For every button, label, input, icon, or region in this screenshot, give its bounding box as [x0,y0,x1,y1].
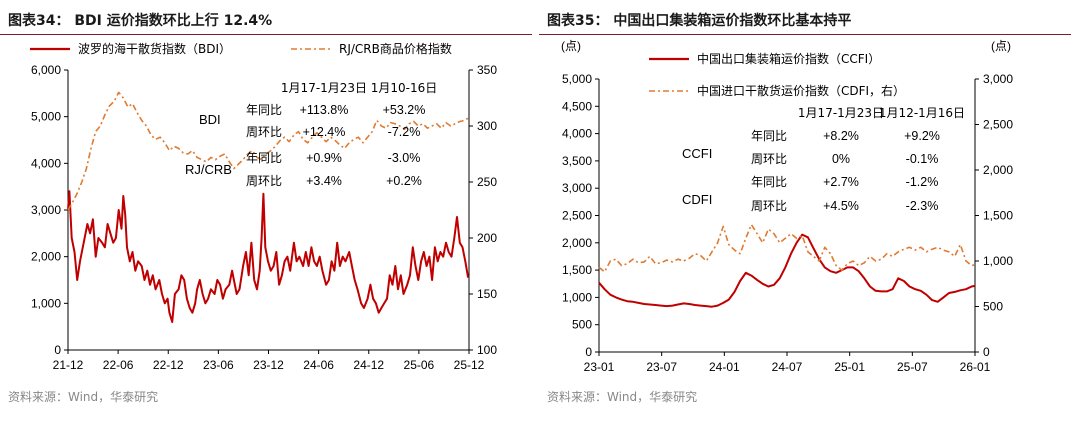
table-value: +3.4% [306,174,342,188]
table-value: +9.2% [904,129,940,143]
table-value: -2.3% [906,199,939,213]
table-row-label: 年同比 [751,175,787,189]
legend-label: RJ/CRB商品价格指数 [339,41,452,56]
y-tick-label-right: 300 [477,119,497,133]
table-value: +0.2% [386,174,422,188]
y-tick-label-right: 200 [477,231,497,245]
x-tick-label: 24-12 [353,358,384,372]
table-row-label: 年同比 [246,151,282,165]
x-tick-label: 24-07 [772,360,803,374]
table-header: 1月10-16日 [371,81,438,95]
y-tick-label-right: 500 [983,300,1003,314]
y-tick-label-right: 0 [983,345,990,359]
series-line-primary [598,233,976,308]
x-tick-label: 23-12 [253,358,284,372]
legend-label: 中国进口干散货运价指数（CDFI，右） [697,83,905,98]
series-annotation: CDFI [682,192,712,207]
y-tick-label-left: 2,000 [562,236,592,250]
table-header: 1月12-1月16日 [879,106,965,120]
table-value: -1.2% [906,175,939,189]
y-tick-label-left: 2,000 [31,250,61,264]
y-tick-label-right: 1,500 [983,209,1013,223]
chart-title: 图表34： BDI 运价指数环比上行 12.4% [8,13,273,29]
y-tick-label-right: 3,000 [983,72,1013,86]
table-header: 1月17-1月23日 [281,81,367,95]
y-tick-label-left: 5,000 [31,110,61,124]
bdi-chart: 0 1,000 2,000 3,000 4,000 5,000 6,000 100 150 200… [30,41,497,372]
y-tick-label-right: 100 [477,343,497,357]
y-tick-label-left: 0 [585,345,592,359]
table-value: +12.4% [303,125,346,139]
x-tick-label: 21-12 [53,358,84,372]
chart-title: 图表35： 中国出口集装箱运价指数环比基本持平 [547,13,852,29]
ccfi-chart: (点) (点) 0 500 1,000 1,500 2,000 2,500 3,000 3,500… [561,39,1013,374]
x-tick-label: 23-01 [584,360,615,374]
y-tick-label-left: 1,500 [562,263,592,277]
chart-panel-bdi: 图表34： BDI 运价指数环比上行 12.4% 0 1,000 2,000 3,00… [0,0,532,424]
table-value: +2.7% [823,175,859,189]
x-tick-label: 24-01 [709,360,740,374]
source-note: 资料来源：Wind，华泰研究 [8,390,159,404]
y-tick-label-right: 2,500 [983,118,1013,132]
x-tick-label: 22-12 [153,358,184,372]
x-tick-label: 24-06 [303,358,334,372]
y-unit-left: (点) [561,39,581,53]
series-line-primary [67,190,470,323]
y-tick-label-left: 1,000 [31,296,61,310]
x-tick-label: 26-01 [960,360,991,374]
table-row-label: 周环比 [751,199,787,213]
table-row-label: 周环比 [246,174,282,188]
table-row-label: 年同比 [246,103,282,117]
y-tick-label-right: 2,000 [983,163,1013,177]
x-tick-label: 25-12 [454,358,485,372]
y-tick-label-left: 4,000 [31,156,61,170]
table-value: +8.2% [823,129,859,143]
y-tick-label-left: 3,000 [31,203,61,217]
table-value: +53.2% [383,103,426,117]
x-tick-label: 25-06 [404,358,435,372]
table-row-label: 周环比 [751,152,787,166]
table-value: -0.1% [906,152,939,166]
y-tick-label-left: 500 [572,318,592,332]
table-value: -3.0% [388,151,421,165]
table-value: +113.8% [300,103,349,117]
table-row-label: 年同比 [751,129,787,143]
chart-panel-ccfi: 图表35： 中国出口集装箱运价指数环比基本持平 (点) (点) 0 500 1,000 1… [539,0,1071,424]
table-header: 1月17-1月23日 [798,106,884,120]
table-value: -7.2% [388,125,421,139]
legend-label: 波罗的海干散货指数（BDI） [78,41,231,56]
x-tick-label: 23-07 [646,360,677,374]
x-tick-label: 25-01 [834,360,865,374]
y-tick-label-left: 3,500 [562,154,592,168]
series-annotation: CCFI [682,146,712,161]
y-tick-label-left: 0 [54,343,61,357]
y-tick-label-right: 350 [477,63,497,77]
x-tick-label: 23-06 [203,358,234,372]
y-tick-label-left: 5,000 [562,72,592,86]
y-tick-label-left: 2,500 [562,209,592,223]
y-unit-right: (点) [991,39,1011,53]
title-rule [0,34,532,35]
series-line-secondary [67,91,469,211]
source-note: 资料来源：Wind，华泰研究 [547,390,698,404]
table-value: +4.5% [823,199,859,213]
y-tick-label-right: 150 [477,287,497,301]
title-rule [539,34,1071,35]
x-tick-label: 25-07 [897,360,928,374]
legend-label: 中国出口集装箱运价指数（CCFI） [697,51,880,66]
y-tick-label-right: 1,000 [983,254,1013,268]
table-row-label: 周环比 [246,125,282,139]
y-tick-label-left: 4,500 [562,99,592,113]
x-tick-label: 22-06 [103,358,134,372]
y-tick-label-left: 1,000 [562,290,592,304]
y-tick-label-right: 250 [477,175,497,189]
y-tick-label-left: 4,000 [562,127,592,141]
series-annotation: RJ/CRB [185,162,232,177]
y-tick-label-left: 3,000 [562,181,592,195]
series-annotation: BDI [199,112,221,127]
table-value: 0% [832,152,850,166]
table-value: +0.9% [306,151,342,165]
y-tick-label-left: 6,000 [31,63,61,77]
